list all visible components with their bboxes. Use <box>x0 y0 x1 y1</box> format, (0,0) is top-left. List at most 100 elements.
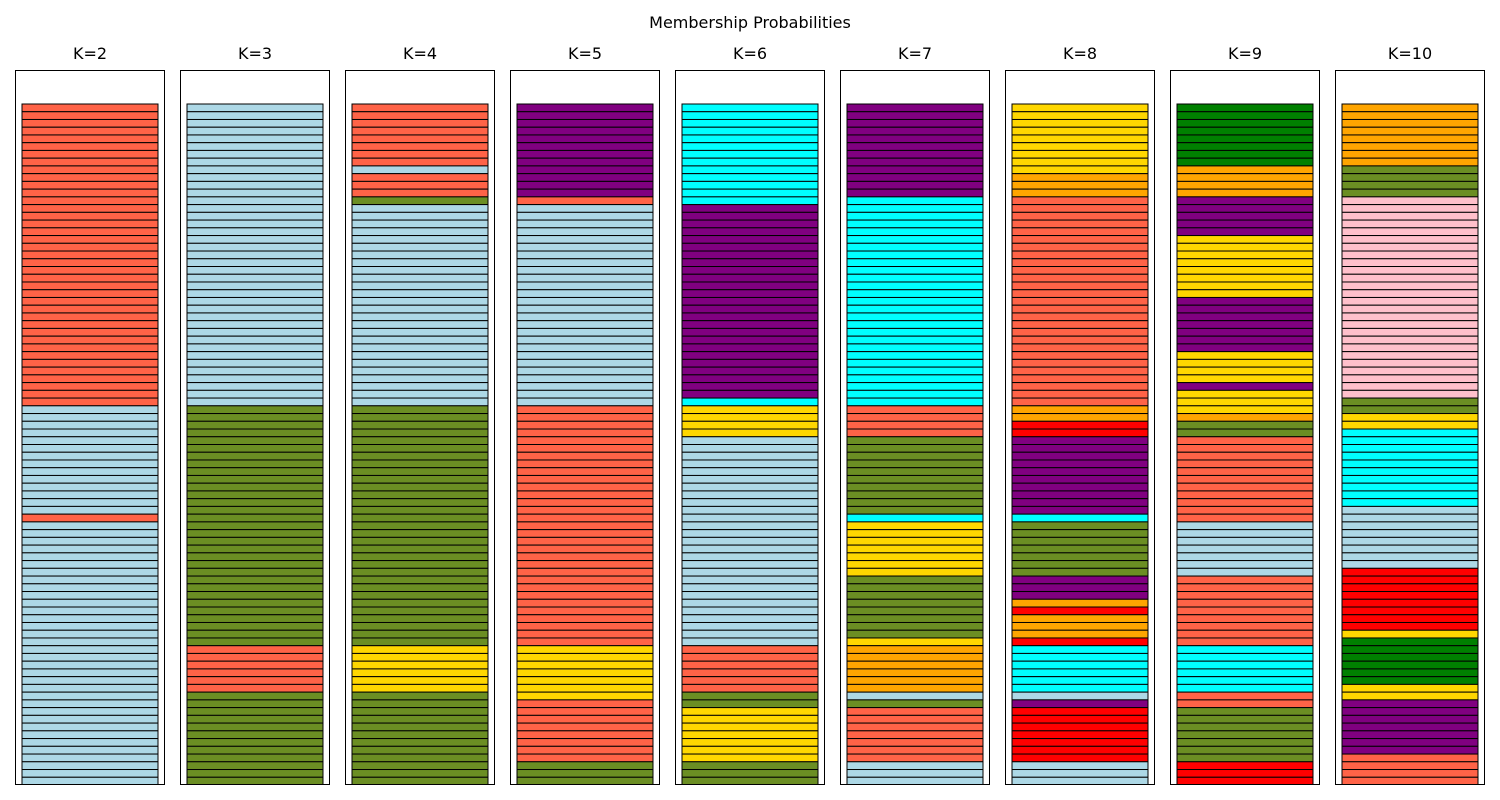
membership-bar <box>516 714 654 724</box>
membership-bar <box>21 521 159 531</box>
membership-bar <box>351 668 489 678</box>
membership-bar <box>516 505 654 515</box>
membership-bar <box>1341 714 1479 724</box>
membership-bar <box>351 436 489 445</box>
membership-bar <box>846 173 984 182</box>
membership-bar <box>846 606 984 616</box>
membership-bar <box>516 219 654 229</box>
membership-bar <box>681 366 819 376</box>
membership-bar <box>1341 691 1479 701</box>
membership-bar <box>681 560 819 569</box>
membership-bar <box>1341 645 1479 654</box>
membership-bar <box>516 769 654 778</box>
panel-title: K=2 <box>72 44 108 63</box>
membership-bar <box>681 621 819 631</box>
membership-bar <box>351 560 489 569</box>
membership-bar <box>681 769 819 778</box>
membership-bar <box>1176 637 1314 647</box>
membership-bar <box>846 645 984 654</box>
membership-bar <box>186 606 324 616</box>
membership-bar <box>1176 204 1314 213</box>
membership-bar <box>846 320 984 329</box>
membership-bar <box>21 621 159 631</box>
membership-bar <box>1011 103 1149 113</box>
membership-bar <box>516 598 654 608</box>
membership-bar <box>681 544 819 554</box>
membership-bar <box>846 451 984 461</box>
membership-bar <box>846 211 984 221</box>
membership-bar <box>516 428 654 438</box>
membership-bar <box>846 490 984 500</box>
membership-bar <box>516 103 654 113</box>
membership-bar <box>681 204 819 213</box>
membership-bar <box>846 761 984 771</box>
membership-bar <box>1341 498 1479 507</box>
membership-bar <box>1341 428 1479 438</box>
membership-bar <box>1176 235 1314 244</box>
membership-bar <box>516 188 654 198</box>
membership-bar <box>186 111 324 120</box>
membership-bar <box>351 188 489 198</box>
membership-bar <box>846 676 984 685</box>
membership-bar <box>681 567 819 577</box>
membership-bar <box>351 149 489 159</box>
membership-bar <box>1341 505 1479 515</box>
membership-bar <box>846 374 984 384</box>
membership-bar <box>681 714 819 724</box>
membership-bar <box>681 242 819 252</box>
membership-bar <box>351 521 489 531</box>
membership-bar <box>351 358 489 368</box>
membership-bar <box>681 753 819 763</box>
membership-bar <box>846 459 984 469</box>
membership-bar <box>21 126 159 136</box>
membership-bar <box>1011 180 1149 190</box>
membership-bar <box>351 598 489 608</box>
membership-bar <box>681 134 819 144</box>
membership-bar <box>1011 544 1149 554</box>
membership-bar <box>1176 738 1314 747</box>
membership-bar <box>186 343 324 353</box>
membership-bar <box>1341 683 1479 693</box>
membership-bar <box>351 629 489 639</box>
panel-frame <box>345 70 495 785</box>
membership-bar <box>681 707 819 716</box>
membership-bar <box>21 335 159 345</box>
panel-k-6: K=6 <box>675 44 825 785</box>
membership-bar <box>1176 505 1314 515</box>
membership-bar <box>21 382 159 391</box>
membership-bar <box>1176 575 1314 585</box>
membership-bar <box>186 707 324 716</box>
membership-bar <box>186 413 324 422</box>
membership-bar <box>351 637 489 647</box>
membership-bar <box>1011 335 1149 345</box>
membership-bar <box>351 320 489 329</box>
membership-bar <box>681 730 819 740</box>
membership-bar <box>186 444 324 453</box>
membership-bar <box>1341 374 1479 384</box>
membership-bar <box>1011 776 1149 785</box>
membership-bar <box>1176 126 1314 136</box>
panel-k-10: K=10 <box>1335 44 1485 785</box>
membership-bar <box>21 745 159 755</box>
membership-bar <box>1011 351 1149 360</box>
membership-bar <box>516 776 654 785</box>
membership-bar <box>1176 142 1314 151</box>
panel-title: K=9 <box>1227 44 1263 63</box>
membership-bar <box>21 142 159 151</box>
membership-bar <box>1176 157 1314 167</box>
membership-bar <box>351 235 489 244</box>
membership-bar <box>1011 691 1149 701</box>
membership-bar <box>1011 498 1149 507</box>
membership-bar <box>1011 366 1149 376</box>
membership-bar <box>516 235 654 244</box>
membership-bar <box>1176 467 1314 476</box>
membership-bar <box>186 142 324 151</box>
panel-plot <box>1335 70 1485 785</box>
membership-bar <box>846 273 984 283</box>
membership-bar <box>21 157 159 167</box>
membership-bar <box>1341 652 1479 662</box>
membership-bar <box>516 126 654 136</box>
membership-bar <box>1011 652 1149 662</box>
membership-bar <box>846 776 984 785</box>
